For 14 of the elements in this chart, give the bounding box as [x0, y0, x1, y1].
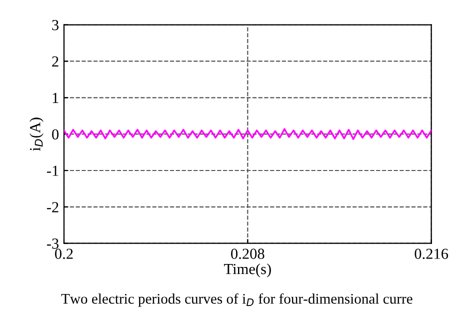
y-tick-label: 3 — [52, 20, 59, 30]
y-axis-title: i$_{D}$(A) — [30, 118, 44, 151]
y-tick-label: 2 — [52, 56, 58, 67]
line-series — [64, 128, 432, 140]
y-tick-label: -2 — [46, 202, 58, 212]
y-tick-label: 1 — [52, 92, 58, 103]
x-tick-label: 0.208 — [231, 248, 264, 260]
x-axis-title: Time(s) — [224, 263, 271, 278]
y-tick-label: 0 — [52, 129, 59, 140]
x-tick-label: 0.216 — [414, 248, 448, 260]
y-tick-label: -1 — [46, 166, 58, 176]
x-tick-label: 0.2 — [55, 248, 73, 260]
text: Two electric periods curves of i$_{D}$ for four-dimensional curre — [61, 293, 412, 307]
y-tick-label: -3 — [46, 238, 59, 249]
